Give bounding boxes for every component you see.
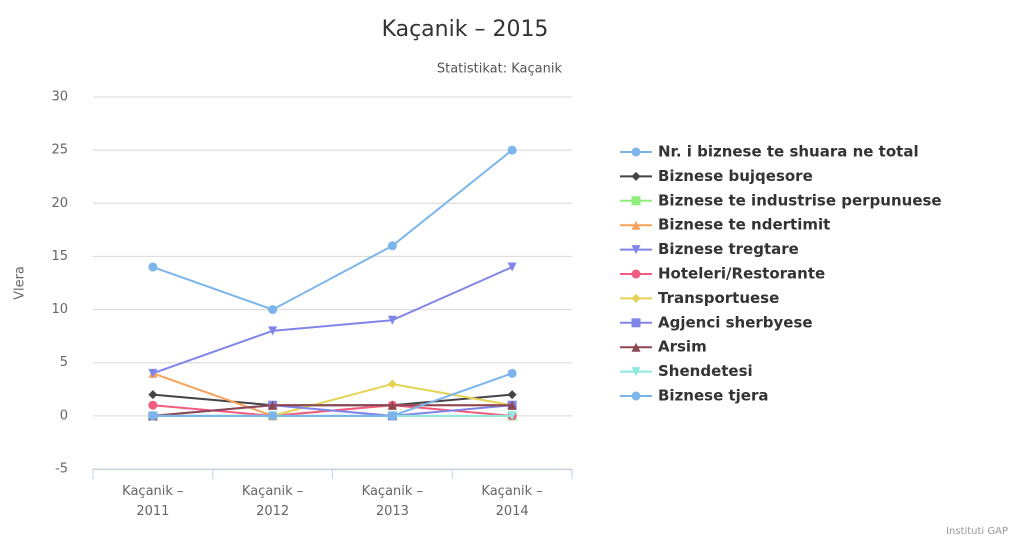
point <box>268 305 278 315</box>
y-tick-label: 20 <box>51 196 68 211</box>
x-tick-label: Kaçanik – 2014 <box>481 484 543 519</box>
legend-label: Biznese tjera <box>658 387 769 405</box>
series-line <box>152 266 513 375</box>
legend-symbol <box>631 220 641 230</box>
point <box>148 411 158 421</box>
legend-symbol <box>631 147 641 157</box>
series-line <box>152 372 513 417</box>
legend-symbol <box>631 245 641 255</box>
legend-symbol <box>631 171 641 181</box>
legend-label: Biznese te ndertimit <box>658 216 830 234</box>
point <box>268 400 278 410</box>
legend-label: Nr. i biznese te shuara ne total <box>658 143 919 161</box>
legend-symbol <box>631 318 641 328</box>
x-tick-label: Kaçanik – 2013 <box>361 484 424 519</box>
point <box>507 368 517 378</box>
legend-label: Biznese te industrise perpunuese <box>658 191 942 209</box>
point <box>268 326 278 336</box>
x-tick-label: Kaçanik – 2012 <box>241 484 304 519</box>
y-tick-label: 25 <box>51 143 68 158</box>
legend-symbol <box>631 269 641 279</box>
legend-symbol <box>631 367 641 377</box>
legend-label: Biznese bujqesore <box>658 167 813 185</box>
chart-title: Kaçanik – 2015 <box>382 17 549 42</box>
series-line <box>152 404 513 417</box>
y-axis-label: Vlera <box>13 266 28 300</box>
point <box>148 262 158 272</box>
x-tick-label: Kaçanik – 2011 <box>122 484 184 519</box>
point <box>148 400 158 410</box>
point <box>268 411 278 421</box>
point <box>387 241 397 251</box>
point <box>387 379 397 389</box>
legend-label: Hoteleri/Restorante <box>658 265 825 283</box>
point <box>507 411 517 421</box>
point <box>507 145 517 155</box>
point <box>507 390 517 400</box>
legend-symbol <box>631 196 641 206</box>
y-tick-label: 10 <box>51 302 68 317</box>
y-tick-label: 0 <box>60 408 68 423</box>
legend-symbol <box>631 293 641 303</box>
legend-label: Biznese tregtare <box>658 240 799 258</box>
y-tick-label: 15 <box>51 249 68 264</box>
legend-label: Agjenci sherbyese <box>658 313 813 331</box>
point <box>387 400 397 410</box>
point <box>148 368 158 378</box>
y-tick-label: 30 <box>51 90 68 105</box>
series-line <box>152 149 513 311</box>
chart-subtitle: Statistikat: Kaçanik <box>437 62 563 77</box>
legend-label: Shendetesi <box>658 362 753 380</box>
legend-symbol <box>631 342 641 352</box>
legend-label: Arsim <box>658 338 707 356</box>
y-tick-label: -5 <box>55 462 68 477</box>
point <box>507 262 517 272</box>
legend-symbol <box>631 391 641 401</box>
y-tick-label: 5 <box>60 355 68 370</box>
legend-label: Transportuese <box>658 289 779 307</box>
point <box>387 315 397 325</box>
point <box>148 390 158 400</box>
point <box>387 411 397 421</box>
credits: Instituti GAP <box>946 526 1008 537</box>
point <box>507 400 517 410</box>
